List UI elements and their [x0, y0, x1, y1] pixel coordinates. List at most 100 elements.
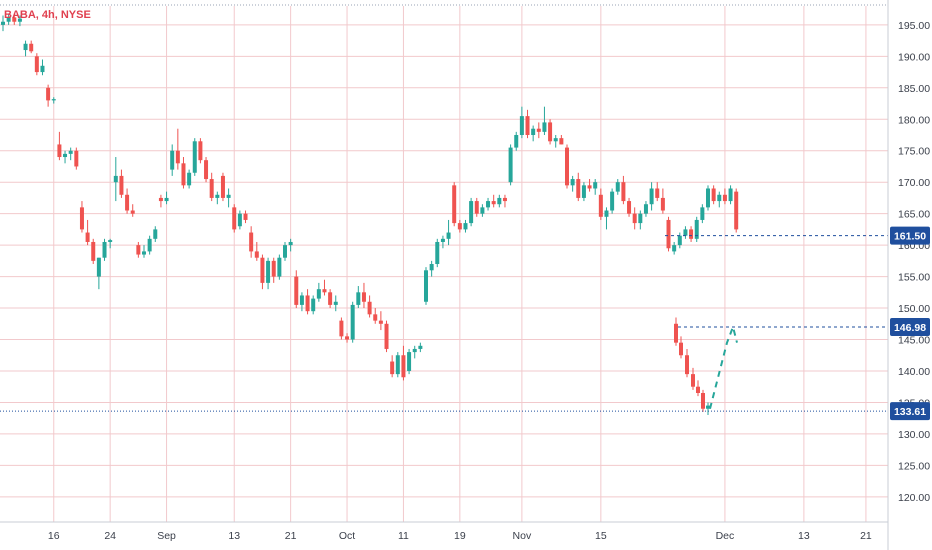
candle-body	[260, 257, 265, 283]
candle-down	[130, 204, 135, 217]
y-tick-label: 180.00	[898, 114, 930, 126]
candle-body	[232, 207, 237, 230]
candle-down	[685, 348, 689, 378]
candle-body	[424, 270, 428, 302]
candle-down	[119, 169, 124, 198]
candle-up	[706, 185, 710, 211]
candle-body	[367, 301, 372, 315]
candle-body	[40, 65, 45, 73]
candle-body	[691, 374, 695, 387]
candle-body	[63, 153, 68, 158]
candle-body	[469, 201, 474, 224]
candle-body	[288, 241, 293, 246]
candle-body	[525, 116, 530, 135]
candle-body	[536, 128, 541, 132]
candle-up	[604, 207, 609, 230]
candle-body	[57, 144, 62, 158]
candle-down	[204, 157, 209, 183]
candle-body	[130, 210, 135, 214]
candle-down	[198, 138, 203, 164]
candle-body	[401, 355, 406, 378]
x-tick-label: 16	[48, 530, 60, 542]
price-axis[interactable]: 120.00125.00130.00135.00140.00145.00150.…	[887, 0, 930, 550]
candle-up	[480, 204, 485, 217]
candle-down	[271, 257, 276, 283]
y-tick-label: 175.00	[898, 146, 930, 158]
candle-down	[491, 194, 496, 208]
candle-body	[480, 207, 485, 214]
candle-up	[51, 97, 56, 104]
candle-body	[51, 99, 56, 101]
candle-body	[706, 188, 710, 208]
candle-body	[350, 304, 355, 340]
candlestick-series	[1, 13, 739, 416]
candle-up	[108, 238, 113, 249]
candle-body	[102, 241, 107, 258]
candle-up	[237, 210, 242, 230]
time-axis[interactable]: 16 24 Sep 13 21 Oct 11 19 Nov 15 Dec 13 21	[0, 521, 888, 542]
candle-body	[378, 320, 383, 324]
candle-up	[407, 348, 412, 375]
candle-down	[401, 345, 406, 381]
candle-up	[463, 219, 468, 233]
candle-up	[615, 179, 620, 195]
candle-body	[395, 355, 400, 375]
candle-up	[266, 257, 271, 290]
candle-down	[734, 188, 739, 233]
candle-down	[378, 311, 383, 331]
candle-down	[209, 172, 214, 202]
candle-down	[345, 333, 350, 343]
price-badge-value: 146.98	[894, 322, 926, 334]
candle-body	[164, 197, 169, 202]
candle-body	[407, 352, 412, 371]
candle-up	[6, 13, 11, 25]
candle-body	[717, 194, 722, 202]
y-tick-label: 165.00	[898, 209, 930, 221]
candle-body	[305, 295, 310, 312]
chart-overlays	[0, 235, 888, 412]
candle-body	[672, 245, 677, 252]
candle-up	[40, 59, 45, 76]
candle-body	[311, 298, 316, 312]
candle-body	[666, 219, 671, 249]
candle-body	[643, 204, 648, 214]
candle-down	[632, 207, 637, 230]
candle-up	[299, 292, 304, 312]
candle-down	[390, 355, 395, 378]
candle-body	[283, 245, 287, 258]
candle-down	[85, 219, 90, 246]
candle-down	[502, 194, 507, 208]
candle-body	[294, 276, 299, 305]
candle-up	[153, 226, 158, 242]
candle-body	[542, 122, 547, 132]
candle-down	[674, 317, 678, 346]
candle-up	[638, 210, 643, 230]
candle-up	[316, 282, 321, 302]
candle-body	[508, 147, 513, 183]
candle-down	[232, 204, 237, 233]
candle-body	[553, 138, 558, 142]
candle-body	[316, 289, 321, 299]
candle-body	[254, 251, 259, 258]
x-tick-label: Oct	[339, 530, 355, 542]
candle-body	[384, 323, 389, 349]
candle-body	[119, 175, 124, 195]
candle-down	[91, 238, 96, 264]
candle-down	[711, 185, 716, 205]
candle-down	[12, 13, 17, 25]
candle-body	[632, 213, 637, 224]
chart-grid	[0, 4, 888, 522]
candle-body	[689, 229, 694, 239]
candle-up	[395, 352, 400, 378]
candle-body	[158, 197, 163, 202]
candle-up	[700, 204, 705, 224]
candle-down	[536, 122, 541, 139]
candle-body	[701, 393, 705, 409]
candle-up	[17, 15, 22, 27]
candle-up	[728, 185, 733, 205]
candle-up	[424, 267, 428, 305]
candle-body	[711, 188, 716, 202]
projection-line	[709, 323, 738, 409]
candle-body	[23, 43, 28, 51]
